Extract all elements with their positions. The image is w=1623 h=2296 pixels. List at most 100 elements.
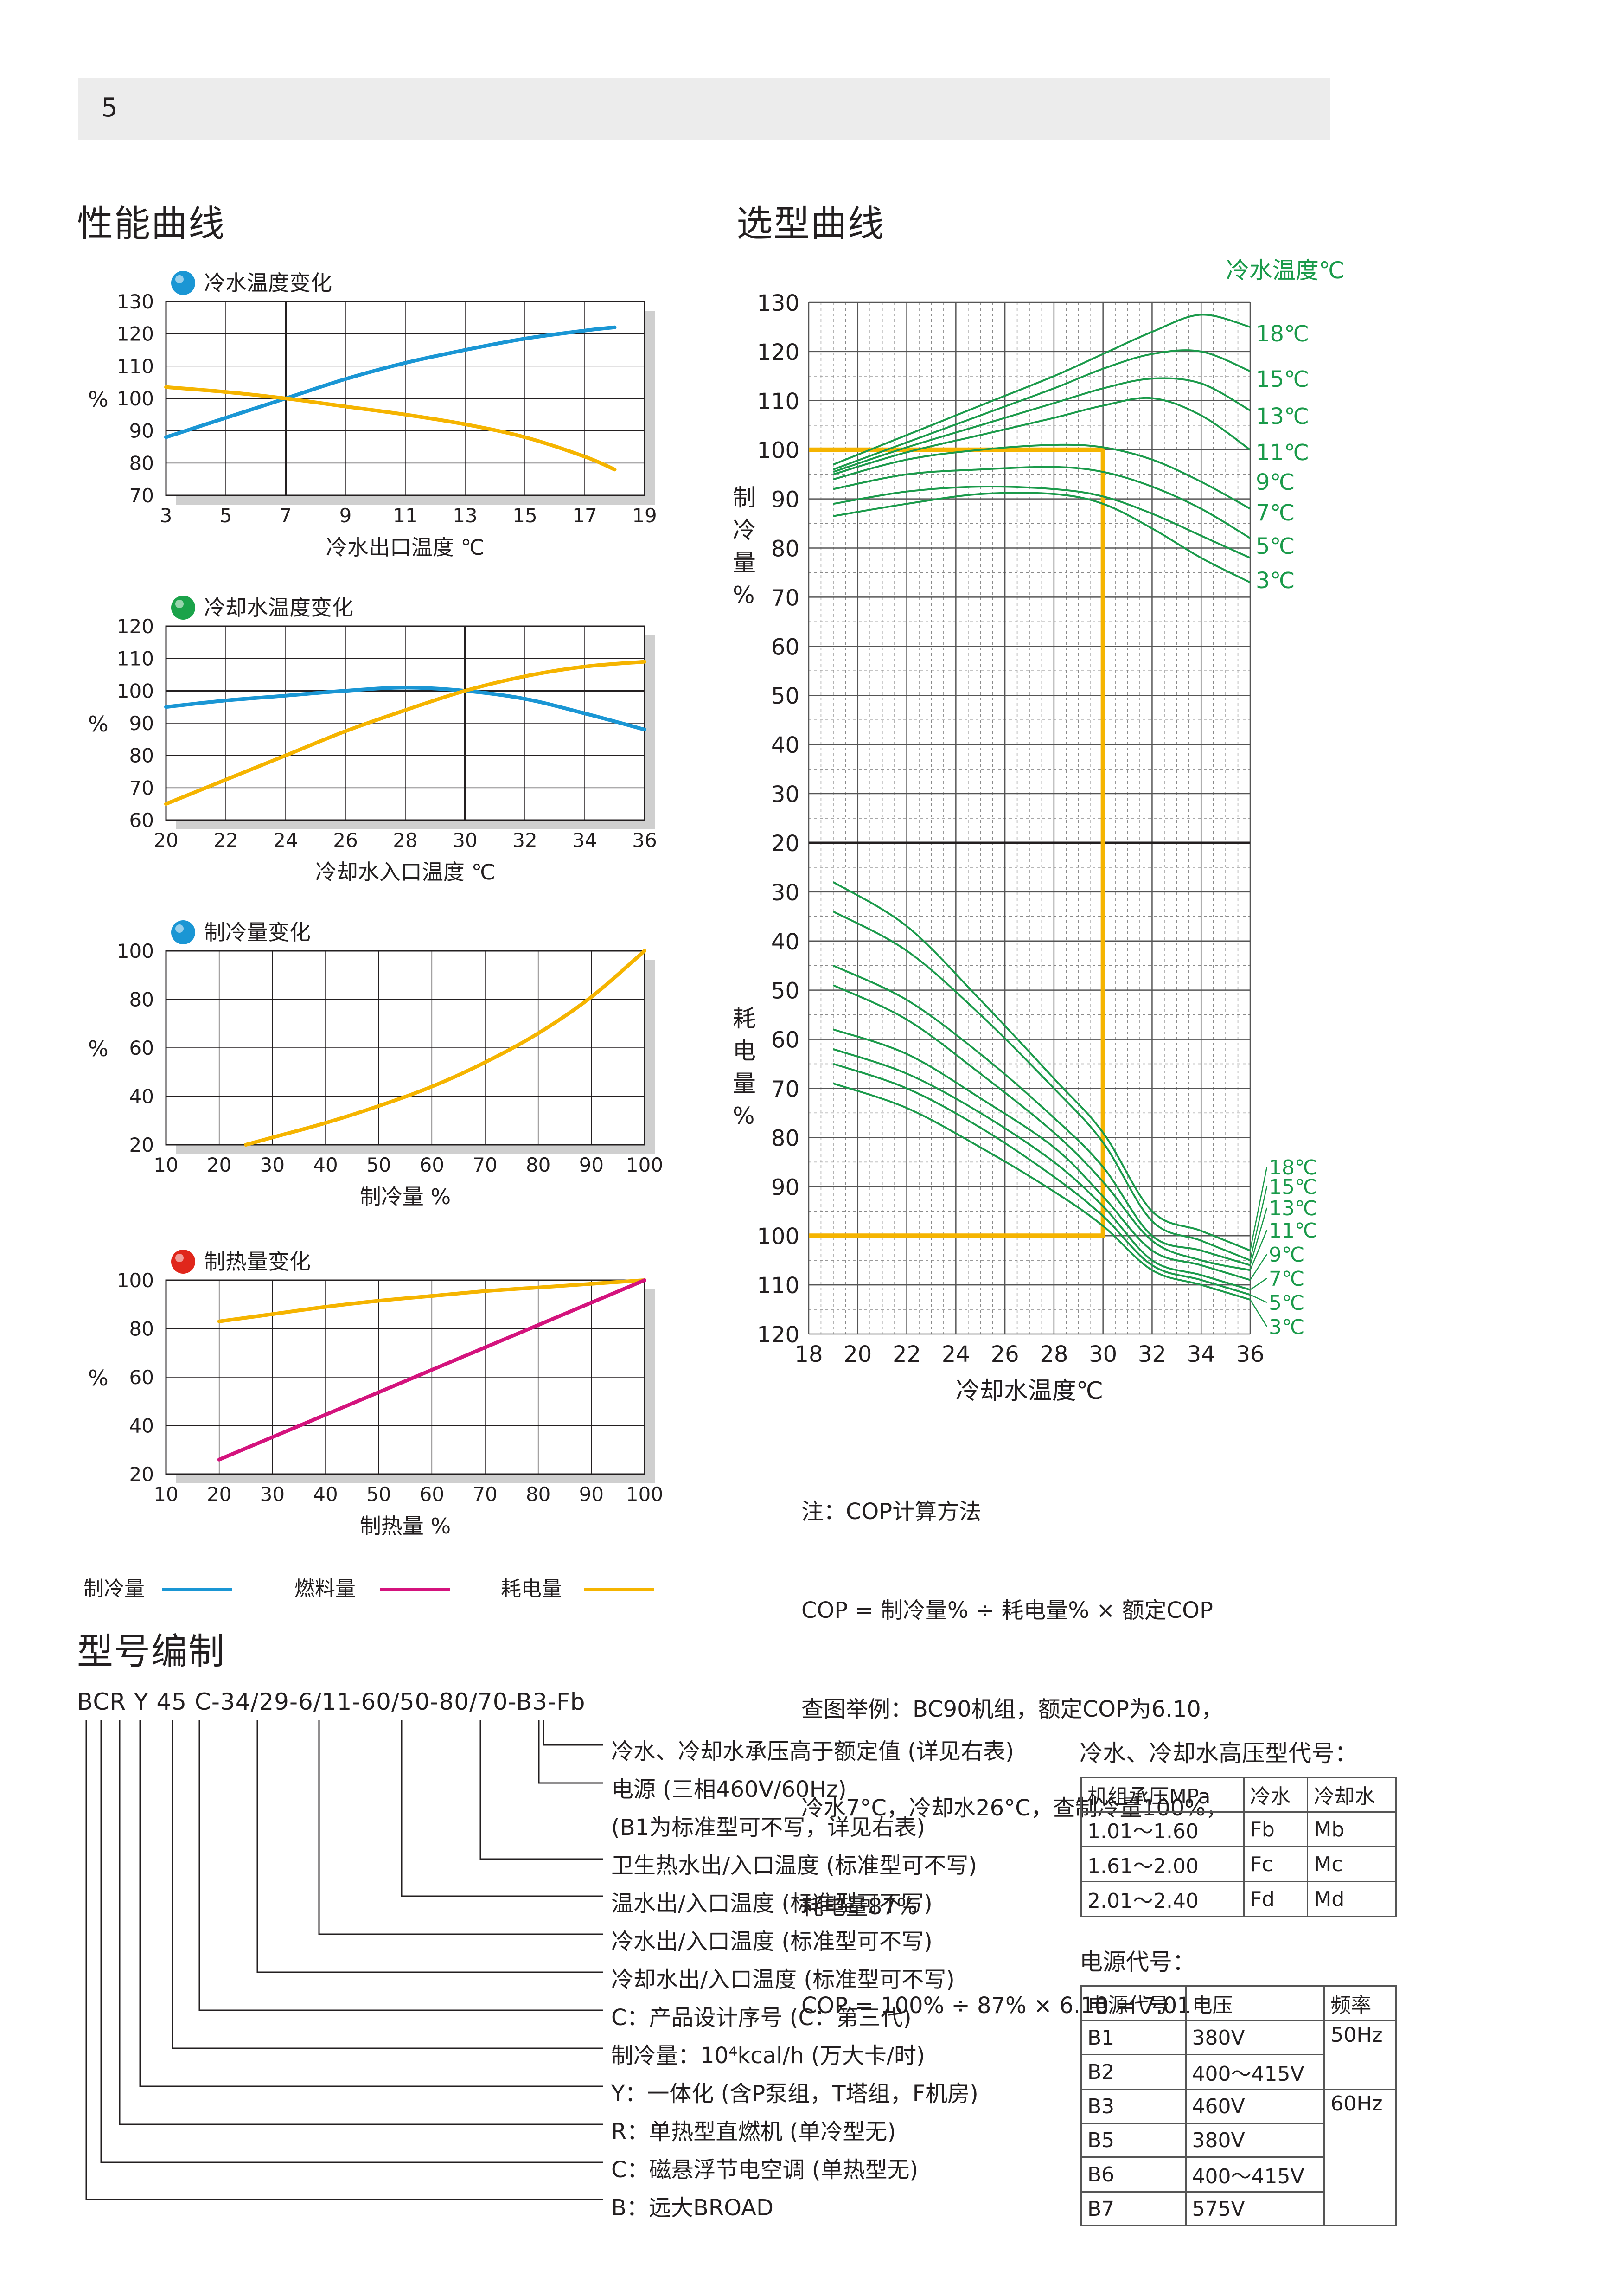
x-tick-label: 90 (579, 1483, 604, 1506)
capacity-series-label: 5℃ (1256, 533, 1295, 559)
note-line: 耗电量87% (801, 1894, 918, 1920)
table-cell: Mc (1307, 1846, 1397, 1882)
x-tick-label: 70 (473, 1483, 497, 1506)
y-tick-label: 100 (117, 680, 154, 702)
y-axis-label-char: % (733, 582, 755, 609)
x-tick-label: 13 (453, 504, 477, 527)
model-desc-maglev: C：磁悬浮节电空调 (单热型无) (611, 2157, 919, 2183)
leader-line (172, 1720, 603, 2049)
x-tick-label: 15 (512, 504, 537, 527)
chart-title: 冷水温度变化 (204, 270, 332, 295)
note-line: 注：COP计算方法 (801, 1499, 982, 1525)
series-line (164, 686, 646, 731)
y-tick-label: 20 (129, 1134, 154, 1156)
y-tick-label: 130 (117, 290, 154, 313)
power-series-label: 3℃ (1269, 1315, 1304, 1339)
y-tick-label: 80 (129, 1318, 154, 1340)
table-header: 冷却水 (1307, 1777, 1397, 1813)
y-axis-label-char: 量 (733, 1070, 756, 1097)
y-tick-label: 100 (117, 940, 154, 962)
power-curve (833, 964, 1251, 1266)
table-cell: Mb (1307, 1811, 1397, 1847)
table-cell: 380V (1185, 2020, 1325, 2055)
x-tick-label: 34 (1187, 1341, 1215, 1367)
performance-curves-title: 性能曲线 (77, 203, 226, 245)
y-tick-label: 20 (129, 1463, 154, 1486)
power-curve (833, 984, 1251, 1271)
x-tick-label: 30 (1089, 1341, 1117, 1367)
model-desc-brand: B：远大BROAD (611, 2195, 773, 2221)
x-axis-label: 制冷量 % (360, 1184, 451, 1209)
x-tick-label: 30 (260, 1483, 285, 1506)
y-tick-label: 80 (129, 452, 154, 475)
power-series-label: 7℃ (1269, 1267, 1304, 1291)
leader-line (100, 1720, 603, 2163)
chart-title-dot-highlight (175, 600, 184, 608)
table-row: B3 460V 60Hz (1080, 2089, 1397, 2226)
table-row: B2 400～415V (1080, 2054, 1396, 2090)
example-guide-line (809, 447, 1105, 1238)
y-tick-label: 60 (129, 809, 154, 832)
capacity-series-label: 9℃ (1256, 469, 1295, 495)
chart-title-dot (171, 920, 195, 944)
x-tick-label: 11 (393, 504, 417, 527)
y-tick-label: 100 (117, 387, 154, 410)
leader-line (256, 1720, 603, 1973)
table-cell: Md (1307, 1881, 1397, 1917)
table-cell: 60Hz (1323, 2089, 1397, 2226)
x-tick-label: 24 (942, 1341, 970, 1367)
power-curve (833, 1048, 1251, 1291)
x-tick-label: 20 (843, 1341, 872, 1367)
table-cell: 1.01～1.60 (1080, 1811, 1245, 1847)
x-tick-label: 26 (991, 1341, 1019, 1367)
x-axis-label: 冷水出口温度 ℃ (326, 535, 485, 560)
y-tick-label: 20 (771, 831, 799, 857)
power-series-label: 13℃ (1269, 1197, 1317, 1220)
x-tick-label: 60 (420, 1154, 444, 1176)
power-series-label: 9℃ (1269, 1243, 1304, 1267)
page-number: 5 (101, 93, 118, 123)
power-curve (833, 1028, 1251, 1281)
table-cell: 575V (1185, 2191, 1325, 2226)
model-desc-sanitary-water: 卫生热水出/入口温度 (标准型可不写) (611, 1853, 977, 1879)
y-axis-label: % (88, 1366, 109, 1391)
x-tick-label: 50 (366, 1483, 391, 1506)
power-curve (832, 911, 1251, 1261)
note-line: COP = 制冷量% ÷ 耗电量% × 额定COP (801, 1597, 1213, 1623)
table-row: 1.61～2.00 Fc Mc (1080, 1846, 1397, 1882)
capacity-series-label: 11℃ (1256, 440, 1309, 466)
power-series-label: 15℃ (1269, 1175, 1317, 1199)
x-tick-label: 30 (453, 829, 477, 852)
power-label-leader (1250, 1294, 1267, 1303)
y-axis-label-char: 电 (733, 1038, 756, 1065)
series-line (164, 325, 617, 439)
table-header: 机组承压MPa (1080, 1777, 1245, 1813)
table-cell: 2.01～2.40 (1080, 1881, 1245, 1917)
power-curve (833, 1063, 1251, 1296)
model-desc-pressure: 冷水、冷却水承压高于额定值 (详见右表) (611, 1738, 1014, 1764)
table-header: 频率 (1323, 1985, 1397, 2021)
page-header-bar (78, 78, 1330, 140)
x-tick-label: 32 (1138, 1341, 1166, 1367)
chart-title-dot-highlight (175, 1254, 184, 1262)
y-tick-label: 120 (117, 323, 154, 346)
chart-title: 冷却水温度变化 (204, 595, 353, 620)
y-tick-label: 90 (771, 487, 799, 513)
capacity-curve (833, 492, 1251, 584)
table-cell: B3 (1080, 2089, 1187, 2124)
model-desc-chilled-water: 冷水出/入口温度 (标准型可不写) (611, 1929, 933, 1955)
table-cell: 400～415V (1185, 2156, 1325, 2193)
y-tick-label: 110 (117, 355, 154, 378)
cop-note: 注：COP计算方法 COP = 制冷量% ÷ 耗电量% × 额定COP 查图举例… (801, 1430, 1228, 2055)
y-tick-label: 80 (771, 536, 799, 562)
leader-line (198, 1720, 603, 2011)
y-tick-label: 70 (771, 585, 799, 611)
table-cell: 50Hz (1323, 2020, 1397, 2090)
table-cell: 460V (1185, 2089, 1325, 2124)
power-label-leader (1250, 1277, 1267, 1290)
series-line (244, 949, 646, 1147)
leader-line (479, 1720, 603, 1860)
model-desc-design-series: C：产品设计序号 (C：第三代) (611, 2005, 912, 2031)
capacity-series-label: 7℃ (1256, 500, 1295, 526)
